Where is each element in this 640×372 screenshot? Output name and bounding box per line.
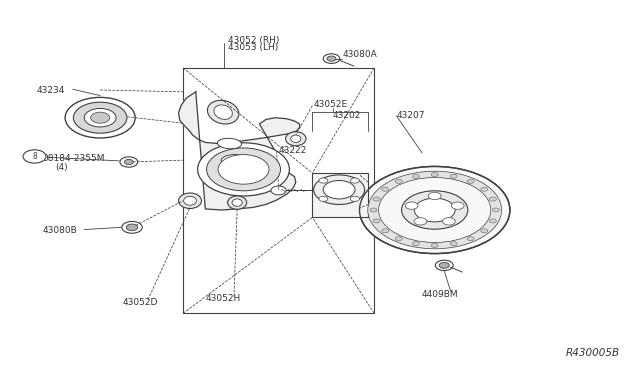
Circle shape	[467, 237, 474, 241]
Circle shape	[439, 262, 449, 268]
Circle shape	[360, 166, 510, 254]
Circle shape	[450, 242, 457, 246]
Circle shape	[91, 112, 109, 123]
Circle shape	[319, 178, 328, 183]
Circle shape	[451, 202, 464, 209]
Text: 8: 8	[32, 152, 37, 161]
Circle shape	[492, 208, 499, 212]
Circle shape	[122, 221, 142, 233]
Bar	[183, 68, 374, 313]
Text: 43222: 43222	[278, 147, 307, 155]
Bar	[312, 173, 369, 217]
Ellipse shape	[285, 132, 306, 146]
Ellipse shape	[291, 135, 301, 142]
Circle shape	[381, 187, 388, 191]
Circle shape	[218, 155, 269, 184]
Circle shape	[481, 229, 488, 233]
Circle shape	[207, 148, 280, 191]
Circle shape	[396, 237, 403, 241]
Circle shape	[431, 173, 438, 177]
Circle shape	[120, 157, 138, 167]
Circle shape	[467, 179, 474, 183]
Circle shape	[373, 219, 380, 223]
Ellipse shape	[184, 196, 196, 205]
Circle shape	[323, 180, 355, 199]
Text: 43052 (RH): 43052 (RH)	[228, 36, 279, 45]
Circle shape	[351, 196, 359, 201]
Circle shape	[65, 97, 135, 138]
Circle shape	[381, 229, 388, 233]
Circle shape	[405, 202, 418, 209]
Ellipse shape	[179, 193, 202, 209]
Text: 43080A: 43080A	[342, 51, 377, 60]
Circle shape	[351, 178, 359, 183]
Text: R430005B: R430005B	[565, 348, 620, 358]
Text: (4): (4)	[56, 163, 68, 172]
Circle shape	[126, 224, 138, 231]
Circle shape	[323, 54, 340, 63]
Circle shape	[412, 242, 419, 246]
Circle shape	[124, 160, 133, 164]
Polygon shape	[179, 92, 300, 210]
Text: 43052H: 43052H	[205, 294, 241, 303]
Ellipse shape	[221, 155, 246, 166]
Ellipse shape	[232, 199, 243, 206]
Circle shape	[23, 150, 46, 163]
Circle shape	[431, 243, 438, 247]
Text: 08184-2355M: 08184-2355M	[43, 154, 106, 163]
Circle shape	[481, 187, 488, 191]
Text: 4409BM: 4409BM	[422, 291, 459, 299]
Circle shape	[412, 174, 419, 178]
Text: 43052D: 43052D	[122, 298, 158, 307]
Ellipse shape	[207, 100, 239, 124]
Text: 43080B: 43080B	[43, 226, 77, 235]
Text: 43053 (LH): 43053 (LH)	[228, 43, 278, 52]
Ellipse shape	[214, 105, 232, 119]
Ellipse shape	[228, 196, 246, 209]
Circle shape	[314, 175, 365, 205]
Circle shape	[396, 179, 403, 183]
Circle shape	[414, 198, 455, 222]
Circle shape	[370, 208, 377, 212]
Ellipse shape	[218, 138, 241, 149]
Circle shape	[379, 177, 491, 243]
Text: 43052E: 43052E	[314, 100, 348, 109]
Circle shape	[428, 192, 441, 200]
Text: 43202: 43202	[333, 111, 361, 121]
Text: 43234: 43234	[36, 86, 65, 94]
Circle shape	[490, 219, 497, 223]
Circle shape	[74, 102, 127, 133]
Circle shape	[319, 196, 328, 201]
Circle shape	[490, 197, 497, 201]
Circle shape	[327, 56, 336, 61]
Circle shape	[443, 218, 455, 225]
Circle shape	[435, 260, 453, 270]
Circle shape	[198, 143, 289, 196]
Circle shape	[373, 197, 380, 201]
Text: 43207: 43207	[396, 111, 425, 121]
Circle shape	[401, 191, 468, 229]
Circle shape	[450, 174, 457, 178]
Circle shape	[368, 171, 502, 249]
Circle shape	[271, 186, 286, 195]
Circle shape	[414, 218, 427, 225]
Circle shape	[84, 109, 116, 127]
